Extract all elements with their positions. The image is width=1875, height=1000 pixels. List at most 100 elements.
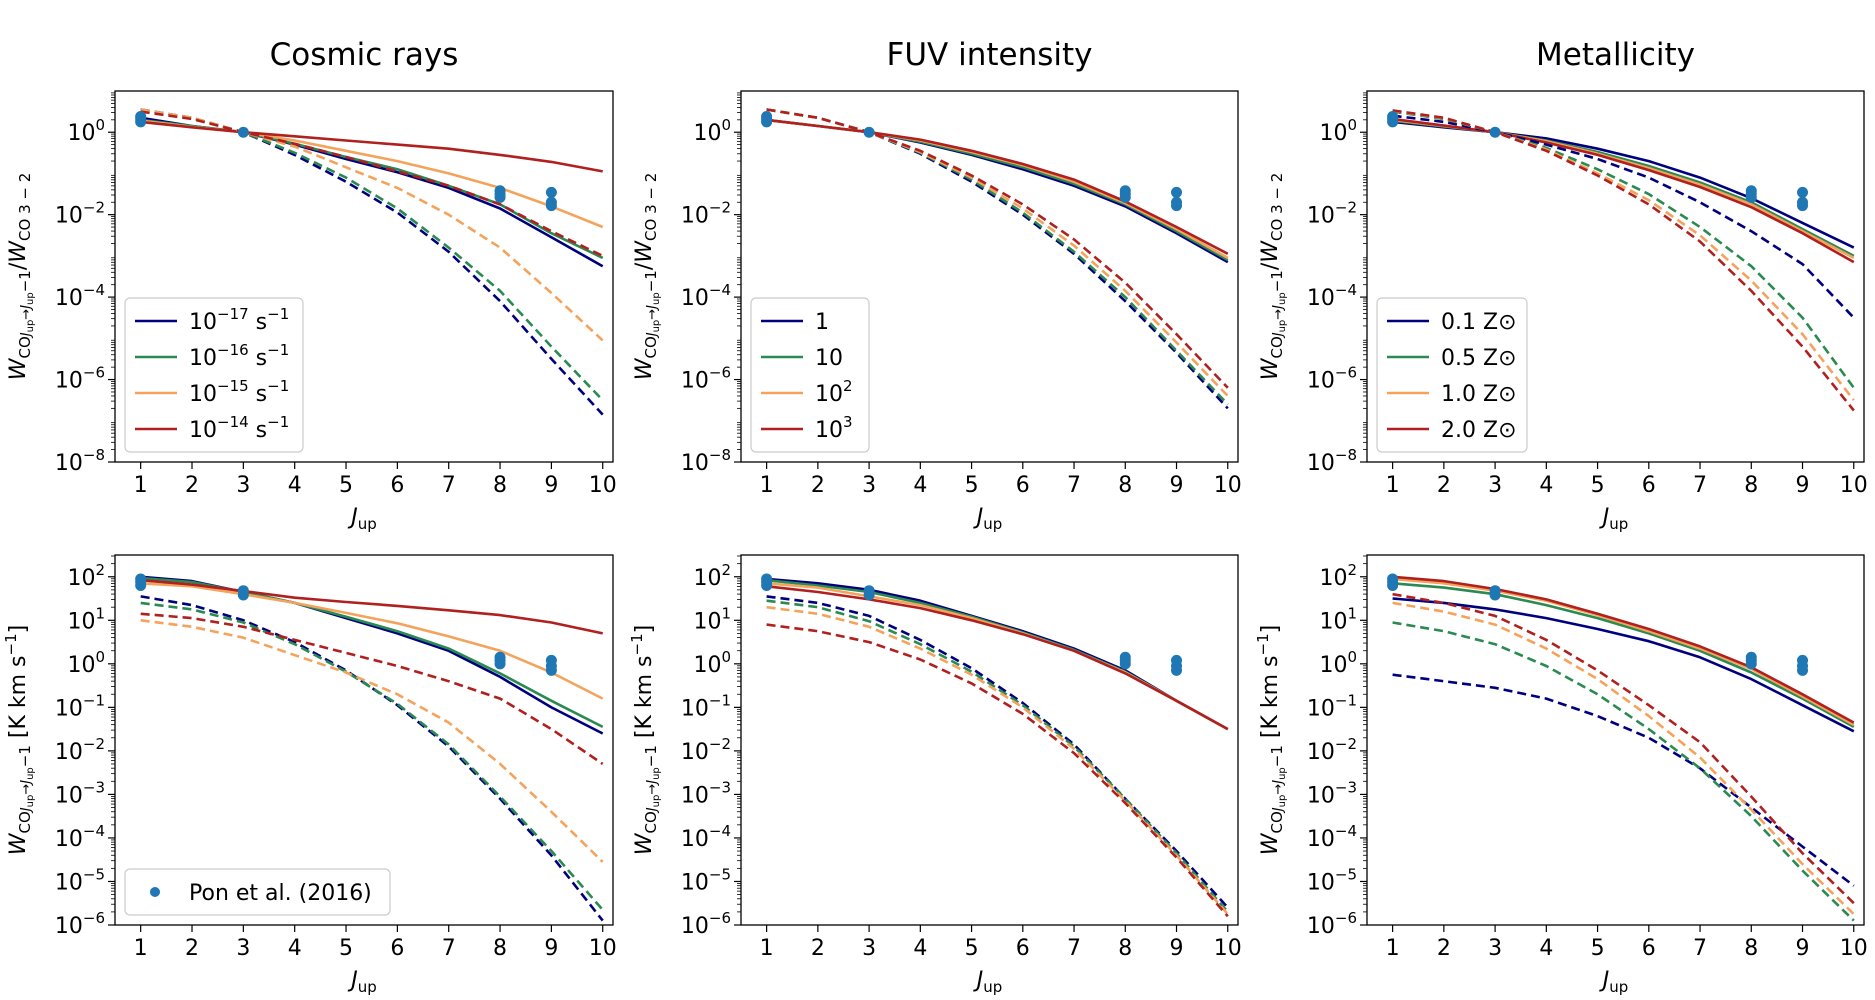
x-tick-label: 5 <box>965 473 979 498</box>
y-tick-label: 10−4 <box>681 281 731 311</box>
x-tick-label: 6 <box>1016 936 1030 961</box>
x-tick-label: 5 <box>1591 473 1605 498</box>
y-tick-label: 10−4 <box>681 822 731 852</box>
x-tick-label: 8 <box>1744 473 1758 498</box>
y-tick-label: 100 <box>693 648 731 678</box>
observation-point <box>494 651 506 663</box>
series-line <box>140 582 604 700</box>
x-axis-label: Jup <box>1599 968 1629 996</box>
x-tick-label: 9 <box>1796 936 1810 961</box>
y-tick-label: 100 <box>693 116 731 146</box>
x-tick-label: 1 <box>134 473 148 498</box>
x-tick-label: 8 <box>1744 936 1758 961</box>
observation-point <box>863 126 875 138</box>
y-tick-label: 10−6 <box>55 364 105 394</box>
x-tick-label: 1 <box>1386 936 1400 961</box>
observation-point <box>545 654 557 666</box>
axes-frame <box>114 90 614 463</box>
legend-box <box>124 297 304 453</box>
x-tick-label: 10 <box>589 936 617 961</box>
y-tick-label: 102 <box>1319 561 1357 591</box>
series-line <box>766 599 1229 913</box>
x-tick-label: 2 <box>811 473 825 498</box>
observation-point <box>135 111 147 123</box>
series-group <box>761 573 1229 918</box>
x-tick-label: 3 <box>862 473 876 498</box>
panel-ratio-cosmic-rays: Cosmic rays 1 2 3 4 5 6 7 8 9 10 10−8 10−6 10−4 10−2 10… <box>6 37 617 533</box>
y-tick-label: 10−3 <box>1307 778 1357 808</box>
series-line <box>1392 601 1855 916</box>
observation-point <box>1489 126 1501 138</box>
series-group <box>1387 573 1855 922</box>
x-tick-label: 6 <box>1016 473 1030 498</box>
observation-point <box>1797 196 1809 208</box>
x-tick-label: 8 <box>493 936 507 961</box>
legend-label: 10−17 s−1 <box>189 305 289 335</box>
series-group <box>135 573 604 922</box>
observation-point <box>545 186 557 198</box>
y-tick-label: 101 <box>67 604 105 634</box>
x-tick-label: 2 <box>185 473 199 498</box>
series-line <box>140 619 604 863</box>
series-line <box>140 601 604 911</box>
series-line <box>140 595 604 922</box>
axes-frame <box>740 554 1239 926</box>
x-tick-label: 8 <box>1118 936 1132 961</box>
y-tick-label: 10−6 <box>1307 909 1357 939</box>
y-axis-label: WCOJup→Jup−1/WCO 3 − 2 <box>632 173 662 381</box>
y-tick-label: 100 <box>1319 648 1357 678</box>
y-tick-label: 10−2 <box>55 199 105 229</box>
axes-frame <box>1366 554 1865 926</box>
x-tick-label: 3 <box>862 936 876 961</box>
y-tick-label: 102 <box>67 561 105 591</box>
y-tick-label: 10−8 <box>55 446 105 476</box>
x-tick-label: 1 <box>760 473 774 498</box>
series-line <box>766 577 1229 731</box>
legend-label: 103 <box>815 413 853 443</box>
series-line <box>1392 621 1855 922</box>
series-line <box>766 585 1229 731</box>
y-tick-label: 100 <box>1319 116 1357 146</box>
x-axis-label: Jup <box>347 505 377 533</box>
x-axis-label: Jup <box>973 968 1003 996</box>
x-tick-label: 3 <box>1488 473 1502 498</box>
x-tick-label: 5 <box>339 473 353 498</box>
observation-point <box>761 111 773 123</box>
x-tick-label: 2 <box>1437 936 1451 961</box>
series-group <box>761 108 1229 410</box>
legend-label: 1 <box>815 310 829 335</box>
series-line <box>140 118 604 260</box>
observation-point <box>1745 185 1757 197</box>
series-line <box>1392 673 1855 887</box>
observation-point <box>1489 585 1501 597</box>
observation-point <box>863 585 875 597</box>
x-tick-label: 10 <box>589 473 617 498</box>
x-tick-label: 10 <box>1214 936 1242 961</box>
series-line <box>1392 114 1855 319</box>
x-tick-label: 7 <box>1693 473 1707 498</box>
observation-point <box>237 585 249 597</box>
panel-title: FUV intensity <box>887 37 1093 73</box>
legend-label: 2.0 Z⊙ <box>1441 418 1517 443</box>
panel-ratio-fuv-intensity: FUV intensity 1 2 3 4 5 6 7 8 9 10 10−8 10−6 10−4 10−2… <box>632 37 1242 533</box>
legend-label: 10−16 s−1 <box>189 341 289 371</box>
x-tick-label: 9 <box>544 473 558 498</box>
series-line <box>140 576 604 729</box>
x-tick-label: 2 <box>185 936 199 961</box>
x-tick-label: 10 <box>1840 473 1868 498</box>
observation-point <box>761 573 773 585</box>
series-line <box>140 612 604 765</box>
y-tick-label: 101 <box>1319 604 1357 634</box>
y-tick-label: 10−6 <box>681 909 731 939</box>
x-tick-label: 9 <box>1796 473 1810 498</box>
y-tick-label: 10−6 <box>1307 364 1357 394</box>
x-tick-label: 7 <box>1067 473 1081 498</box>
series-line <box>140 578 603 635</box>
legend-label: Pon et al. (2016) <box>189 881 372 906</box>
series-line <box>766 605 1229 915</box>
x-tick-label: 9 <box>1170 936 1184 961</box>
series-line <box>1392 119 1855 258</box>
series-line <box>1392 577 1855 726</box>
series-line <box>1392 597 1855 733</box>
axes-frame <box>740 90 1239 463</box>
